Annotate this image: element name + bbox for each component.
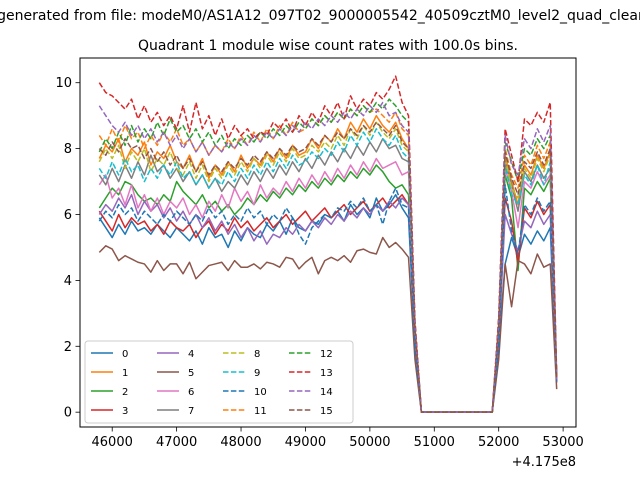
x-tick-label: 46000	[92, 435, 133, 450]
series-line-14	[98, 101, 558, 413]
x-tick-label: 53000	[542, 435, 583, 450]
x-tick-label: 52000	[478, 435, 519, 450]
x-tick-label: 51000	[414, 435, 455, 450]
x-offset-text: +4.175e8	[512, 455, 576, 470]
legend-label-7: 7	[188, 406, 194, 417]
legend-label-4: 4	[188, 349, 194, 360]
y-axis: 0 2 4 6 8 10	[55, 76, 80, 421]
legend-label-5: 5	[188, 368, 194, 379]
y-tick-label: 0	[64, 406, 72, 421]
legend-label-14: 14	[320, 387, 333, 398]
axes-frame	[79, 57, 577, 428]
y-tick-label: 8	[64, 142, 72, 157]
x-tick-label: 49000	[285, 435, 326, 450]
legend-label-2: 2	[122, 387, 128, 398]
legend-label-6: 6	[188, 387, 194, 398]
y-tick-label: 10	[55, 76, 72, 91]
y-tick-label: 2	[64, 340, 72, 355]
y-tick-label: 6	[64, 208, 72, 223]
legend-label-12: 12	[320, 349, 333, 360]
x-tick-label: 47000	[156, 435, 197, 450]
x-tick-label: 50000	[349, 435, 390, 450]
legend-label-3: 3	[122, 406, 128, 417]
series-line-9	[98, 128, 558, 413]
x-axis: 46000 47000 48000 49000 50000 51000 52000 53000	[92, 427, 584, 450]
legend-label-9: 9	[254, 368, 260, 379]
legend-label-0: 0	[122, 349, 128, 360]
figure-suptitle: Plot generated from file: modeM0/AS1A12_…	[0, 8, 640, 24]
legend-box	[84, 340, 354, 424]
legend-label-11: 11	[254, 406, 267, 417]
legend-label-1: 1	[122, 368, 128, 379]
legend-label-8: 8	[254, 349, 260, 360]
plot-area	[98, 75, 558, 413]
x-tick-label: 48000	[220, 435, 261, 450]
legend-label-13: 13	[320, 368, 333, 379]
chart-title: Quadrant 1 module wise count rates with …	[138, 38, 518, 54]
legend-label-10: 10	[254, 387, 267, 398]
legend-label-15: 15	[320, 406, 333, 417]
y-tick-label: 4	[64, 274, 72, 289]
series-line-15	[98, 121, 558, 413]
